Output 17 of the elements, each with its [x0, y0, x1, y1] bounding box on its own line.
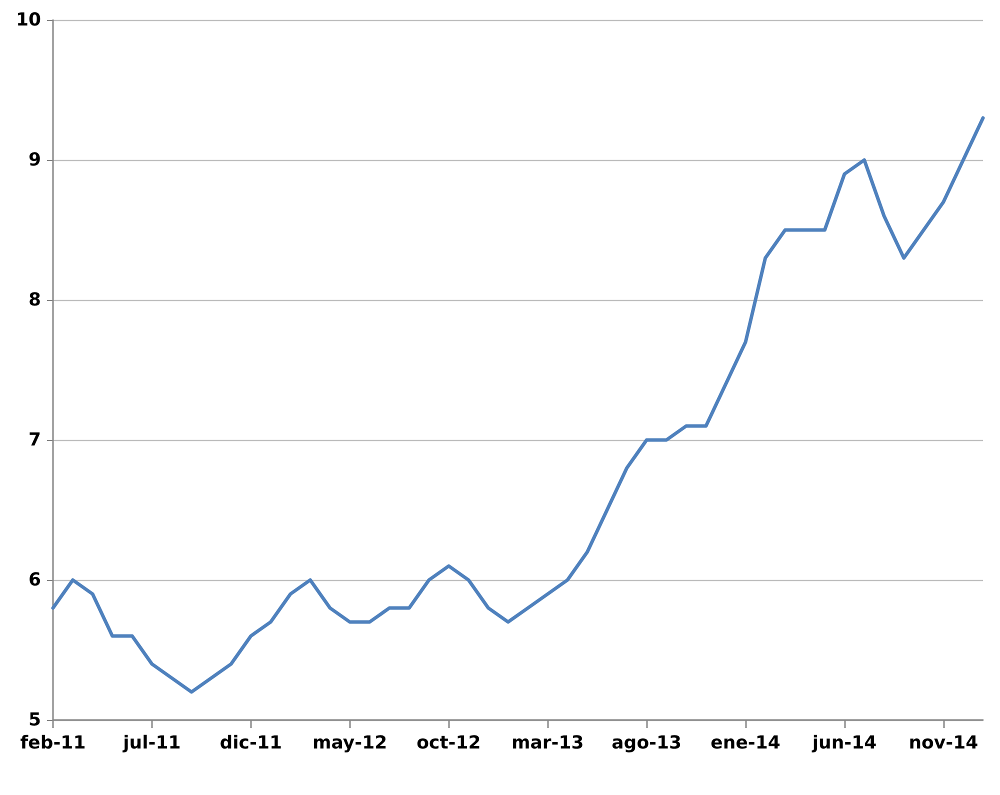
x-tick-label: ago-13 [612, 732, 682, 754]
x-tick-label: may-12 [312, 732, 388, 754]
y-tick-label: 5 [28, 710, 41, 730]
y-tick-label: 9 [28, 150, 41, 170]
y-tick-label: 10 [16, 10, 41, 30]
line-series [51, 116, 985, 694]
x-tick-label: ene-14 [710, 732, 780, 754]
x-tick-label: jul-11 [122, 732, 181, 754]
x-tick-label: jun-14 [811, 732, 877, 754]
x-tick-label: mar-13 [512, 732, 584, 754]
y-tick-label: 7 [28, 430, 41, 450]
x-tick-label: feb-11 [20, 732, 86, 754]
x-tick-label: dic-11 [220, 732, 282, 754]
x-tick-label: oct-12 [416, 732, 481, 754]
y-tick-label: 8 [28, 290, 41, 310]
y-tick-label: 6 [28, 570, 41, 590]
x-tick-label: nov-14 [908, 732, 978, 754]
